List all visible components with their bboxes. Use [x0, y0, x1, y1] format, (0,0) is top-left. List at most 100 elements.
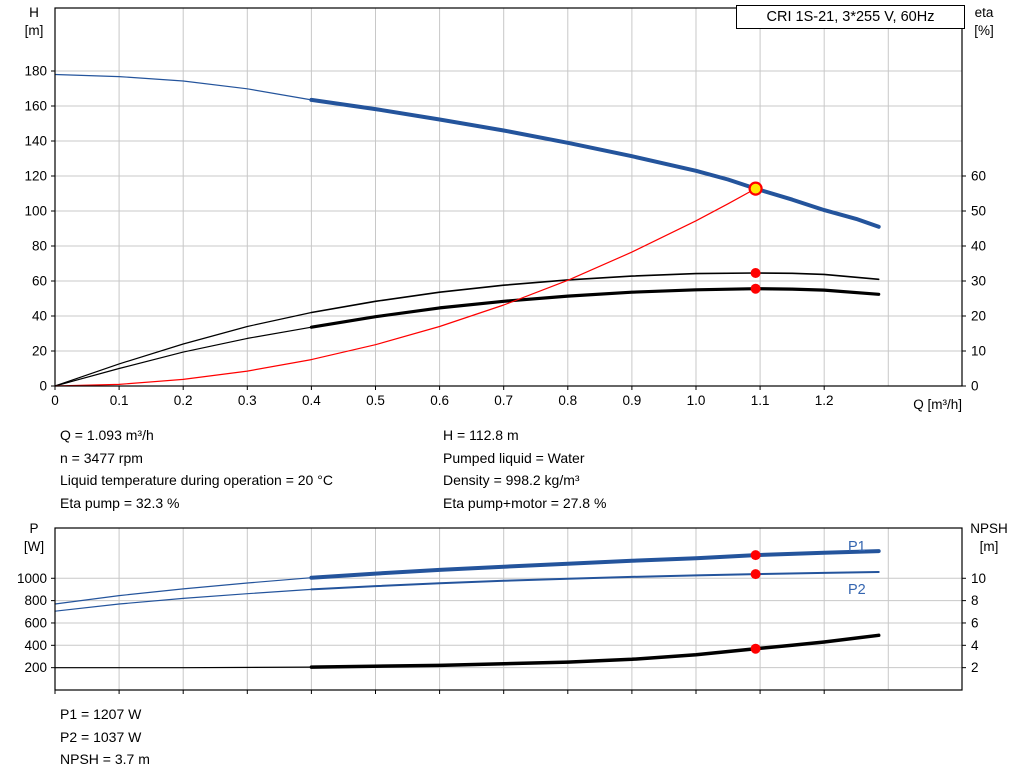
info-line-n: n = 3477 rpm — [60, 449, 143, 466]
svg-text:0: 0 — [51, 393, 59, 408]
eta-pump-curve-lead — [54, 311, 312, 387]
svg-text:50: 50 — [971, 204, 986, 219]
svg-text:1.2: 1.2 — [815, 393, 834, 408]
eta-pump-motor-curve-lead — [54, 326, 312, 387]
p1-curve-lead — [54, 577, 312, 605]
svg-text:40: 40 — [971, 239, 986, 254]
npsh-curve-lead — [54, 666, 312, 669]
h-axis-label: H — [29, 5, 39, 20]
svg-text:0: 0 — [39, 379, 47, 394]
bottom-right-axis-title: NPSH [m] — [960, 520, 1018, 556]
svg-text:2: 2 — [971, 660, 979, 675]
svg-text:10: 10 — [971, 344, 986, 359]
p2-curve-label: P2 — [848, 582, 866, 598]
info-line-eta-pump-motor: Eta pump+motor = 27.8 % — [443, 494, 607, 511]
svg-text:20: 20 — [971, 309, 986, 324]
svg-text:180: 180 — [24, 64, 47, 79]
svg-text:400: 400 — [24, 638, 47, 653]
svg-text:800: 800 — [24, 593, 47, 608]
gridlines — [55, 8, 962, 386]
series — [54, 549, 881, 669]
plot-border — [54, 527, 963, 691]
p-axis-label: P — [29, 521, 39, 536]
svg-text:140: 140 — [24, 134, 47, 149]
p2-curve-lead — [54, 588, 312, 612]
power-npsh-data: P1 = 1207 W P2 = 1037 W NPSH = 3.7 m — [60, 703, 150, 771]
axis-ticks: 0 20 40 60 80 100 120 140 160 180 0 10 20 30 40 50 60 0 0.… — [24, 64, 986, 409]
svg-text:0.6: 0.6 — [430, 393, 449, 408]
svg-text:0.8: 0.8 — [558, 393, 577, 408]
svg-text:0.3: 0.3 — [238, 393, 257, 408]
svg-text:10: 10 — [971, 571, 986, 586]
system-curve — [54, 188, 757, 387]
gridlines — [55, 528, 962, 690]
eta-pump-motor-point — [750, 283, 761, 294]
svg-text:600: 600 — [24, 615, 47, 630]
plot-border — [54, 7, 963, 387]
svg-text:60: 60 — [32, 274, 47, 289]
info-line-p2: P2 = 1037 W — [60, 728, 142, 745]
h-curve-lead — [54, 73, 312, 101]
info-line-npsh: NPSH = 3.7 m — [60, 751, 150, 767]
svg-text:0.2: 0.2 — [174, 393, 193, 408]
operating-data-left: Q = 1.093 m³/h n = 3477 rpm Liquid tempe… — [60, 424, 333, 514]
npsh-axis-unit: [m] — [979, 539, 999, 554]
p2-curve — [310, 571, 880, 591]
svg-text:1000: 1000 — [17, 571, 47, 586]
power-npsh-chart: 200 400 600 800 1000 2 4 6 8 10 — [17, 527, 986, 694]
p1-curve — [309, 549, 881, 580]
h-axis-unit: [m] — [24, 23, 44, 38]
svg-text:1.1: 1.1 — [751, 393, 770, 408]
info-line-p1: P1 = 1207 W — [60, 706, 142, 722]
svg-text:40: 40 — [32, 309, 47, 324]
svg-text:200: 200 — [24, 660, 47, 675]
series — [54, 73, 881, 387]
info-line-liquid-temp: Liquid temperature during operation = 20… — [60, 472, 333, 488]
q-axis-label: Q [m³/h] — [913, 397, 962, 412]
top-left-axis-title: H [m] — [12, 4, 56, 40]
qh-eta-chart: 0 20 40 60 80 100 120 140 160 180 0 10 20 30 40 50 60 0 0.… — [24, 7, 986, 409]
svg-text:0.4: 0.4 — [302, 393, 321, 408]
top-right-axis-title: eta [%] — [958, 4, 1010, 40]
h-curve — [309, 97, 881, 229]
p1-point — [750, 550, 761, 561]
eta-axis-unit: [%] — [974, 23, 994, 38]
eta-pump-motor-curve — [309, 287, 881, 329]
svg-text:120: 120 — [24, 169, 47, 184]
npsh-point — [750, 643, 761, 654]
npsh-curve — [309, 633, 881, 669]
svg-text:8: 8 — [971, 593, 979, 608]
svg-text:160: 160 — [24, 99, 47, 114]
markers — [750, 550, 761, 654]
p-axis-unit: [W] — [23, 539, 45, 554]
info-line-pumped-liquid: Pumped liquid = Water — [443, 449, 585, 466]
svg-text:0.5: 0.5 — [366, 393, 385, 408]
eta-axis-label: eta — [974, 5, 994, 20]
svg-text:100: 100 — [24, 204, 47, 219]
svg-text:60: 60 — [971, 169, 986, 184]
info-line-density: Density = 998.2 kg/m³ — [443, 472, 580, 488]
eta-pump-curve — [310, 272, 880, 314]
npsh-axis-label: NPSH — [970, 521, 1008, 536]
info-line-eta-pump: Eta pump = 32.3 % — [60, 494, 180, 511]
info-line-h: H = 112.8 m — [443, 427, 519, 443]
axis-ticks: 200 400 600 800 1000 2 4 6 8 10 — [17, 571, 986, 694]
svg-text:20: 20 — [32, 344, 47, 359]
info-line-q: Q = 1.093 m³/h — [60, 427, 154, 443]
p1-curve-label: P1 — [848, 539, 866, 555]
eta-pump-point — [750, 268, 761, 278]
svg-text:1.0: 1.0 — [687, 393, 706, 408]
svg-text:0: 0 — [971, 379, 979, 394]
svg-text:0.7: 0.7 — [494, 393, 513, 408]
svg-text:0.9: 0.9 — [622, 393, 641, 408]
svg-text:0.1: 0.1 — [110, 393, 129, 408]
svg-text:30: 30 — [971, 274, 986, 289]
bottom-left-axis-title: P [W] — [12, 520, 56, 556]
operating-data-right: H = 112.8 m Pumped liquid = Water Densit… — [443, 424, 606, 514]
duty-point — [748, 181, 763, 196]
svg-text:80: 80 — [32, 239, 47, 254]
markers — [748, 181, 763, 294]
svg-text:4: 4 — [971, 638, 979, 653]
